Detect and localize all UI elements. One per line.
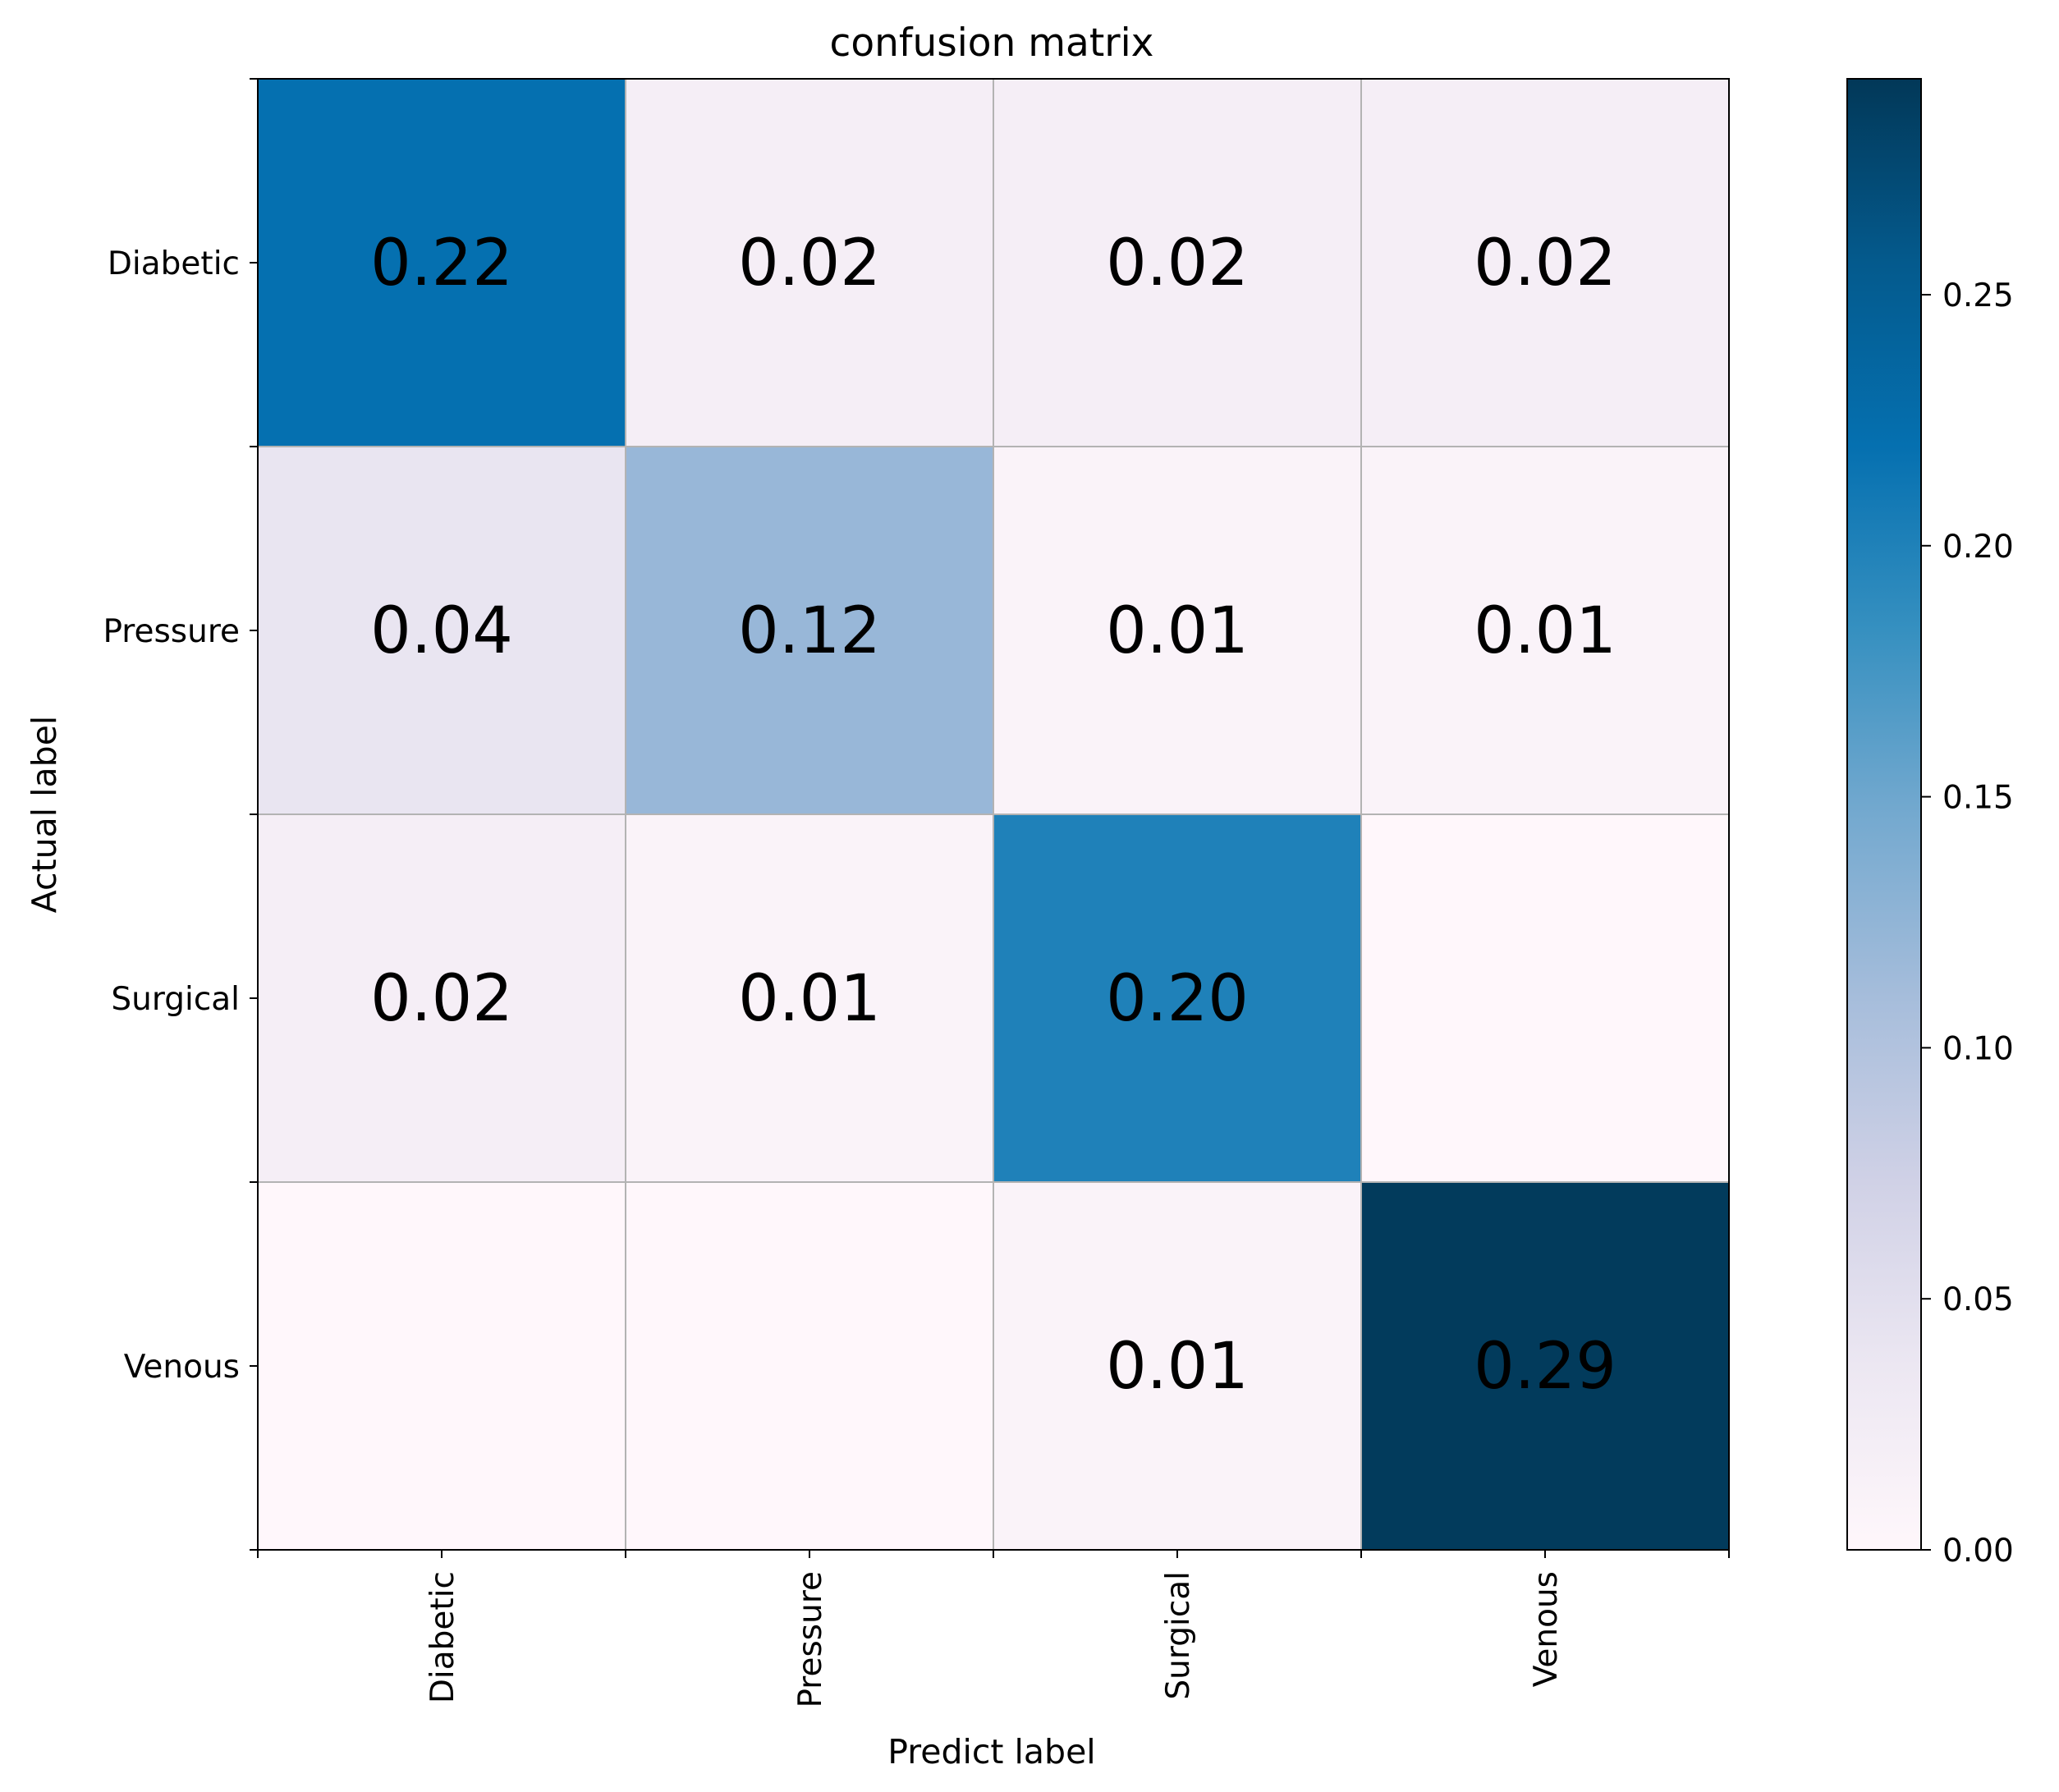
colorbar-ticks: 0.00 0.05 0.10 0.15 0.20 0.25 (1921, 277, 2014, 1570)
colorbar-tick-label: 0.15 (1942, 780, 2014, 817)
x-tick-label: Diabetic (424, 1571, 461, 1703)
x-tick-label: Venous (1528, 1571, 1565, 1687)
heatmap-cell (258, 1182, 626, 1550)
heatmap-cells (258, 79, 1729, 1550)
y-tick-label: Pressure (103, 613, 240, 650)
y-axis-ticks: Diabetic Pressure Surgical Venous (103, 78, 258, 1551)
heatmap-cell (993, 79, 1361, 447)
cell-value-label: 0.02 (370, 962, 513, 1036)
cell-value-label: 0.02 (1106, 227, 1249, 300)
cell-value-label: 0.01 (1106, 594, 1249, 668)
colorbar-tick-label: 0.10 (1942, 1030, 2014, 1067)
cell-value-label: 0.04 (370, 594, 513, 668)
heatmap-cell (258, 79, 626, 447)
heatmap-cell (1361, 814, 1729, 1182)
heatmap-cell (258, 814, 626, 1182)
cell-value-label: 0.02 (1474, 227, 1616, 300)
heatmap-cell (626, 814, 993, 1182)
colorbar-tick-label: 0.20 (1942, 529, 2014, 566)
cell-value-label: 0.29 (1474, 1330, 1616, 1404)
colorbar (1846, 78, 1922, 1551)
cell-value-label: 0.12 (738, 594, 881, 668)
heatmap-cell (993, 1182, 1361, 1550)
heatmap-cell (993, 814, 1361, 1182)
heatmap-cell (1361, 79, 1729, 447)
y-tick-label: Surgical (111, 981, 240, 1018)
heatmap-cell (626, 447, 993, 814)
cell-value-label: 0.20 (1106, 962, 1249, 1036)
x-axis-ticks: Diabetic Pressure Surgical Venous (257, 1550, 1730, 1708)
colorbar-tick-label: 0.00 (1942, 1533, 2014, 1570)
cell-value-label: 0.01 (1474, 594, 1616, 668)
heatmap-cell (258, 447, 626, 814)
x-axis-label: Predict label (887, 1732, 1095, 1771)
heatmap-cell (626, 79, 993, 447)
cell-value-label: 0.01 (738, 962, 881, 1036)
chart-title: confusion matrix (830, 21, 1154, 66)
colorbar-tick-label: 0.25 (1942, 277, 2014, 314)
heatmap-cell (993, 447, 1361, 814)
cell-value-label: 0.01 (1106, 1330, 1249, 1404)
heatmap-cell (1361, 1182, 1729, 1550)
x-tick-label: Pressure (792, 1571, 829, 1708)
heatmap-cell (1361, 447, 1729, 814)
heatmap-cell (626, 1182, 993, 1550)
colorbar-tick-label: 0.05 (1942, 1281, 2014, 1318)
cell-value-labels: 0.22 0.02 0.02 0.02 0.04 0.12 0.01 0.01 0.02 0.01… (370, 227, 1616, 1404)
cell-value-label: 0.02 (738, 227, 881, 300)
cell-value-label: 0.22 (370, 227, 513, 300)
y-axis-label: Actual label (25, 716, 64, 914)
x-tick-label: Surgical (1160, 1571, 1197, 1700)
y-tick-label: Venous (124, 1349, 240, 1386)
y-tick-label: Diabetic (108, 245, 240, 282)
heatmap-grid (258, 79, 1729, 1550)
